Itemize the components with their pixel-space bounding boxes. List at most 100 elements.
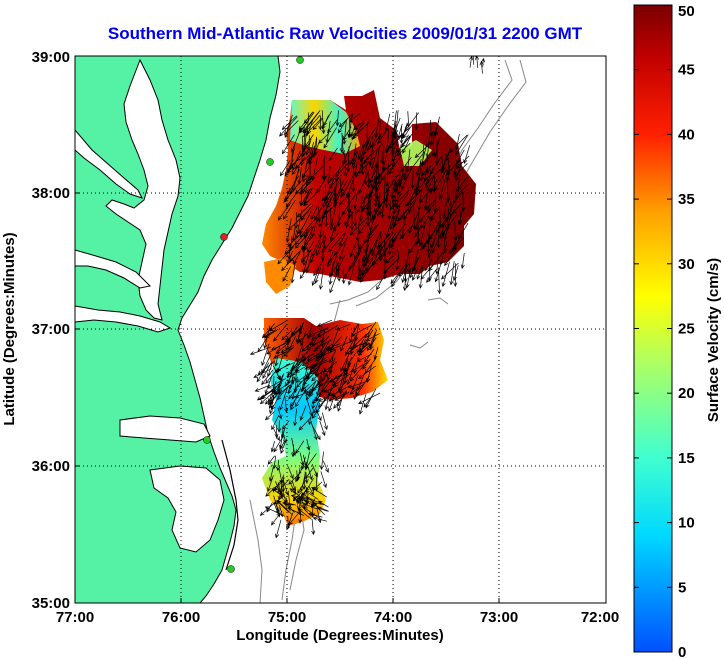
velocity-vector	[271, 510, 283, 526]
velocity-vector	[368, 146, 373, 167]
velocity-vector	[318, 264, 325, 290]
velocity-vector	[433, 195, 438, 213]
velocity-vector	[436, 221, 441, 249]
x-tick-label: 77:00	[56, 609, 94, 626]
velocity-vector	[380, 148, 385, 165]
velocity-vector	[354, 323, 359, 342]
velocity-vector	[361, 196, 366, 213]
velocity-vector	[440, 153, 448, 175]
velocity-vector	[366, 172, 371, 189]
velocity-vector	[295, 440, 305, 454]
velocity-vector	[264, 389, 279, 405]
velocity-vector	[428, 209, 439, 220]
velocity-vector	[479, 60, 484, 74]
velocity-vector	[340, 132, 346, 155]
velocity-vector	[310, 206, 318, 220]
velocity-vector	[297, 497, 309, 503]
velocity-vector	[300, 248, 313, 263]
velocity-vector	[307, 512, 323, 518]
velocity-vector	[385, 129, 390, 154]
velocity-vector	[434, 116, 440, 137]
velocity-vector	[421, 153, 434, 166]
velocity-vector	[351, 166, 356, 193]
velocity-vector	[291, 166, 300, 193]
velocity-vector	[358, 221, 368, 235]
velocity-vector	[316, 172, 329, 194]
velocity-vector	[481, 57, 486, 68]
velocity-vector	[318, 116, 323, 131]
velocity-vector	[337, 369, 346, 393]
velocity-vector	[434, 169, 447, 191]
velocity-vector	[289, 394, 299, 408]
velocity-vector	[359, 149, 366, 168]
velocity-vector	[336, 262, 342, 282]
velocity-vector	[355, 375, 370, 397]
velocity-vector	[334, 260, 339, 276]
velocity-vector	[314, 267, 322, 284]
x-tick-label: 76:00	[162, 609, 200, 626]
velocity-vector	[313, 336, 330, 352]
velocity-vector	[356, 239, 361, 257]
x-tick-label: 72:00	[581, 609, 619, 626]
velocity-vector	[328, 171, 345, 189]
velocity-vector	[306, 142, 315, 164]
velocity-vector	[294, 152, 312, 169]
velocity-vector	[389, 193, 402, 211]
y-tick-label: 37:00	[32, 321, 70, 338]
velocity-vector	[293, 408, 298, 427]
velocity-vector	[333, 182, 338, 198]
velocity-vector	[290, 259, 296, 284]
velocity-vector	[267, 455, 275, 465]
velocity-vector	[415, 228, 420, 246]
velocity-vector	[281, 330, 292, 341]
velocity-vector	[314, 207, 323, 221]
velocity-vector	[329, 207, 334, 231]
velocity-vector	[331, 381, 346, 399]
velocity-vector	[338, 192, 352, 206]
velocity-vector	[353, 208, 358, 227]
grid-lines	[75, 56, 606, 603]
velocity-vector	[460, 252, 465, 270]
velocity-vector	[411, 258, 419, 273]
velocity-vector	[400, 157, 412, 173]
velocity-vector	[399, 125, 404, 144]
velocity-vector	[346, 146, 351, 173]
velocity-vector	[454, 162, 468, 177]
y-tick-label: 36:00	[32, 458, 70, 475]
velocity-vector	[304, 134, 314, 148]
velocity-vector	[293, 365, 299, 382]
velocity-vector	[319, 451, 324, 471]
station-marker	[203, 436, 211, 444]
velocity-vector	[373, 347, 379, 360]
velocity-vector	[343, 152, 348, 177]
velocity-vector	[321, 154, 326, 181]
velocity-vector	[308, 485, 314, 496]
station-marker	[266, 158, 274, 166]
velocity-vector	[383, 257, 400, 274]
velocity-vector	[300, 456, 306, 471]
velocity-vector	[394, 110, 399, 135]
velocity-vector	[471, 56, 476, 65]
velocity-vector	[431, 131, 436, 157]
figure-title: Southern Mid-Atlantic Raw Velocities 200…	[108, 24, 583, 43]
velocity-vector	[356, 259, 361, 282]
velocity-vector	[328, 392, 348, 402]
velocity-vector	[284, 329, 301, 343]
velocity-vector	[427, 238, 436, 259]
velocity-vector	[300, 205, 313, 221]
velocity-vector	[424, 258, 433, 272]
velocity-vector	[277, 483, 283, 501]
velocity-vector	[317, 500, 329, 508]
velocity-vector	[328, 147, 338, 161]
colorbar-tick-label: 40	[678, 126, 695, 143]
radar-stations	[203, 56, 304, 573]
velocity-vector	[316, 319, 333, 327]
velocity-vector	[306, 397, 313, 417]
velocity-vector	[305, 255, 312, 274]
velocity-vector	[303, 503, 318, 510]
velocity-vector	[294, 223, 306, 239]
velocity-vector	[306, 352, 321, 362]
velocity-vector	[342, 357, 349, 373]
velocity-vector	[342, 119, 347, 145]
velocity-vector	[271, 375, 276, 394]
